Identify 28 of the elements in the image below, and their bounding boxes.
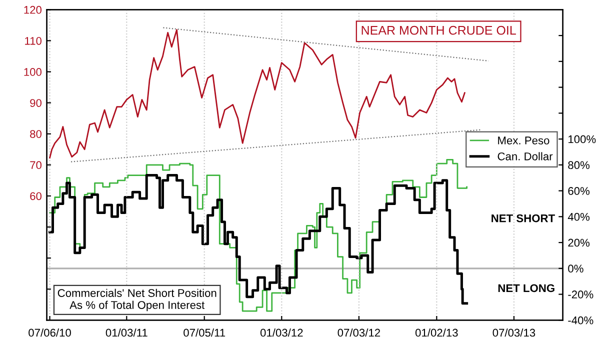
y2-tick-label: 80% bbox=[568, 161, 590, 170]
x-tick-label: 01/03/12 bbox=[260, 328, 303, 337]
y2-tick-label: -40% bbox=[568, 316, 594, 324]
y2-tick-label: 100% bbox=[568, 135, 596, 144]
y-tick-label: 120 bbox=[24, 6, 42, 14]
y-tick-label: 90 bbox=[30, 99, 42, 107]
x-tick-label: 01/02/13 bbox=[415, 328, 458, 337]
y-tick-label: 100 bbox=[24, 68, 42, 76]
y-tick-label: 60 bbox=[30, 192, 42, 200]
legend-label: Can. Dollar bbox=[498, 152, 553, 160]
x-tick-label: 07/03/13 bbox=[492, 328, 536, 337]
y2-tick-label: 20% bbox=[568, 238, 590, 247]
y2-tick-label: 60% bbox=[568, 187, 590, 195]
y2-tick-label: -20% bbox=[568, 290, 594, 298]
annotation: NET LONG bbox=[498, 284, 554, 292]
y-tick-label: 80 bbox=[30, 130, 42, 138]
annotation: NET SHORT bbox=[492, 214, 555, 222]
y-tick-label: 70 bbox=[30, 161, 42, 170]
annotation: Commercials' Net Short Position As % of Total Open Interest bbox=[58, 288, 216, 312]
x-tick-label: 07/06/10 bbox=[28, 328, 71, 337]
annotation: NEAR MONTH CRUDE OIL bbox=[362, 26, 516, 35]
y2-tick-label: 40% bbox=[568, 212, 590, 221]
x-tick-label: 01/03/11 bbox=[106, 328, 148, 337]
y-tick-label: 110 bbox=[25, 36, 42, 45]
x-tick-label: 07/05/11 bbox=[184, 328, 226, 337]
y2-tick-label: 0% bbox=[568, 264, 584, 273]
legend-label: Mex. Peso bbox=[498, 136, 550, 144]
x-tick-label: 07/03/12 bbox=[338, 328, 380, 337]
